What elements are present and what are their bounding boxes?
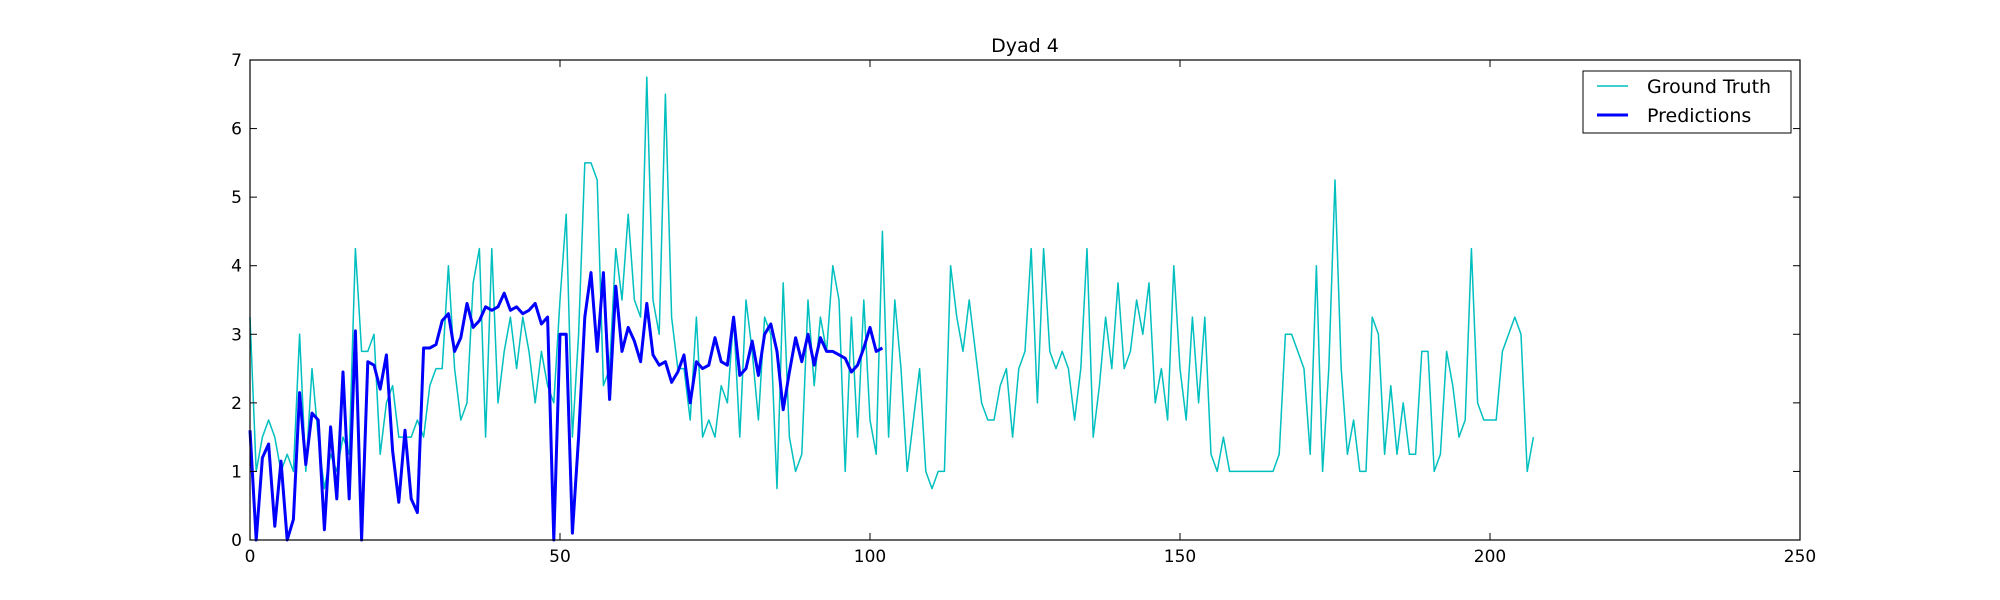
y-tick-label: 5 — [231, 188, 242, 208]
x-tick-label: 50 — [549, 547, 571, 567]
legend-label-ground-truth: Ground Truth — [1647, 76, 1771, 98]
ticks-layer: 0 50 100 150 200 250 0 1 2 3 4 5 6 7 — [231, 51, 1816, 567]
y-tick-label: 6 — [231, 120, 242, 140]
legend: Ground Truth Predictions — [1582, 70, 1792, 134]
y-tick-label: 4 — [231, 257, 242, 277]
x-tick-label: 0 — [245, 547, 256, 567]
series-layer — [248, 76, 1535, 542]
plot-area — [248, 59, 1801, 542]
legend-box — [1582, 70, 1792, 134]
x-tick-label: 200 — [1474, 547, 1506, 567]
axes-frame — [249, 59, 1801, 541]
y-tick-label: 7 — [231, 51, 242, 71]
series-line-ground-truth — [249, 76, 1535, 490]
x-tick-label: 100 — [854, 547, 886, 567]
x-tick-label: 150 — [1164, 547, 1196, 567]
y-tick-label: 2 — [231, 394, 242, 414]
y-tick-label: 0 — [231, 531, 242, 551]
x-tick-label: 250 — [1784, 547, 1816, 567]
y-tick-label: 3 — [231, 325, 242, 345]
legend-label-predictions: Predictions — [1647, 105, 1751, 127]
chart-title: Dyad 4 — [991, 35, 1059, 57]
series-line-predictions — [248, 271, 884, 542]
y-tick-label: 1 — [231, 462, 242, 482]
